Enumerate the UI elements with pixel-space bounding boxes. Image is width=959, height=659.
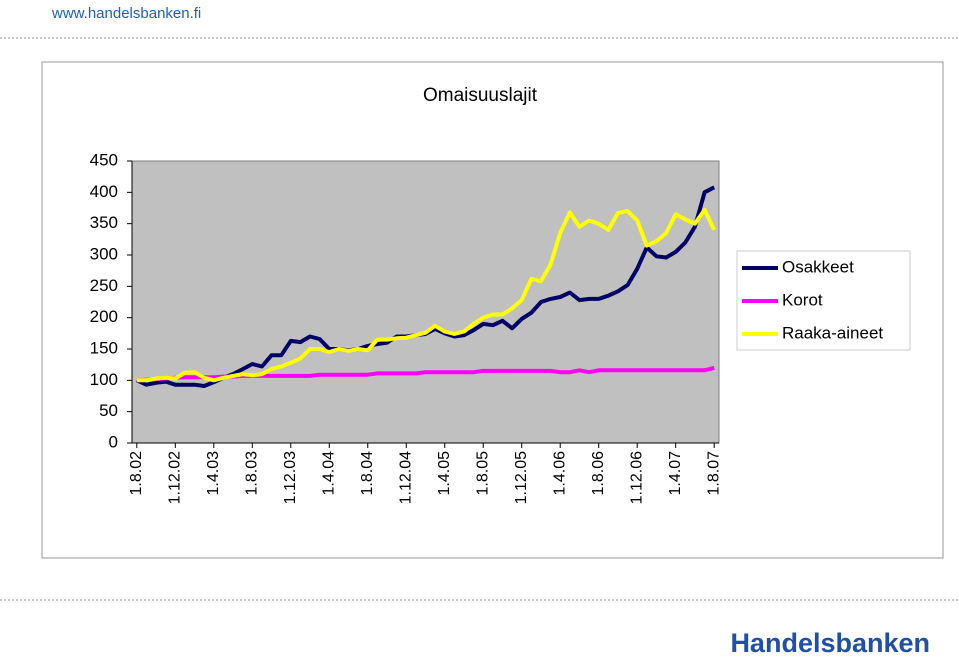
x-tick-label: 1.4.03 [205, 451, 222, 496]
y-tick-label: 350 [90, 213, 118, 232]
x-tick-label: 1.4.05 [436, 451, 453, 496]
x-tick-label: 1.12.05 [513, 451, 530, 504]
y-tick-label: 0 [109, 432, 118, 451]
y-tick-label: 400 [90, 182, 118, 201]
chart-title: Omaisuuslajit [423, 85, 538, 106]
x-tick-label: 1.4.07 [667, 451, 684, 496]
brand-logo: Handelsbanken [730, 628, 930, 658]
y-tick-label: 50 [99, 401, 118, 420]
x-tick-label: 1.4.06 [551, 451, 568, 496]
y-tick-label: 200 [90, 307, 118, 326]
y-tick-label: 250 [90, 276, 118, 295]
x-tick-label: 1.12.02 [167, 451, 184, 504]
x-tick-label: 1.12.06 [628, 451, 645, 504]
x-tick-label: 1.12.03 [282, 451, 299, 504]
legend-label: Osakkeet [782, 257, 854, 276]
x-tick-label: 1.8.02 [128, 451, 145, 496]
y-tick-label: 100 [90, 370, 118, 389]
series-line [136, 207, 717, 383]
x-tick-label: 1.4.04 [320, 451, 337, 496]
legend-label: Korot [782, 290, 823, 309]
y-tick-label: 300 [90, 244, 118, 263]
x-tick-label: 1.8.07 [705, 451, 722, 496]
plot-area [131, 160, 720, 444]
legend-label: Raaka-aineet [782, 323, 883, 342]
x-tick-label: 1.8.06 [590, 451, 607, 496]
x-tick-label: 1.12.04 [397, 451, 414, 504]
site-url: www.handelsbanken.fi [51, 5, 201, 22]
x-tick-label: 1.8.03 [244, 451, 261, 496]
y-tick-label: 150 [90, 338, 118, 357]
x-tick-label: 1.8.05 [474, 451, 491, 496]
x-tick-label: 1.8.04 [359, 451, 376, 496]
y-tick-label: 450 [90, 150, 118, 169]
